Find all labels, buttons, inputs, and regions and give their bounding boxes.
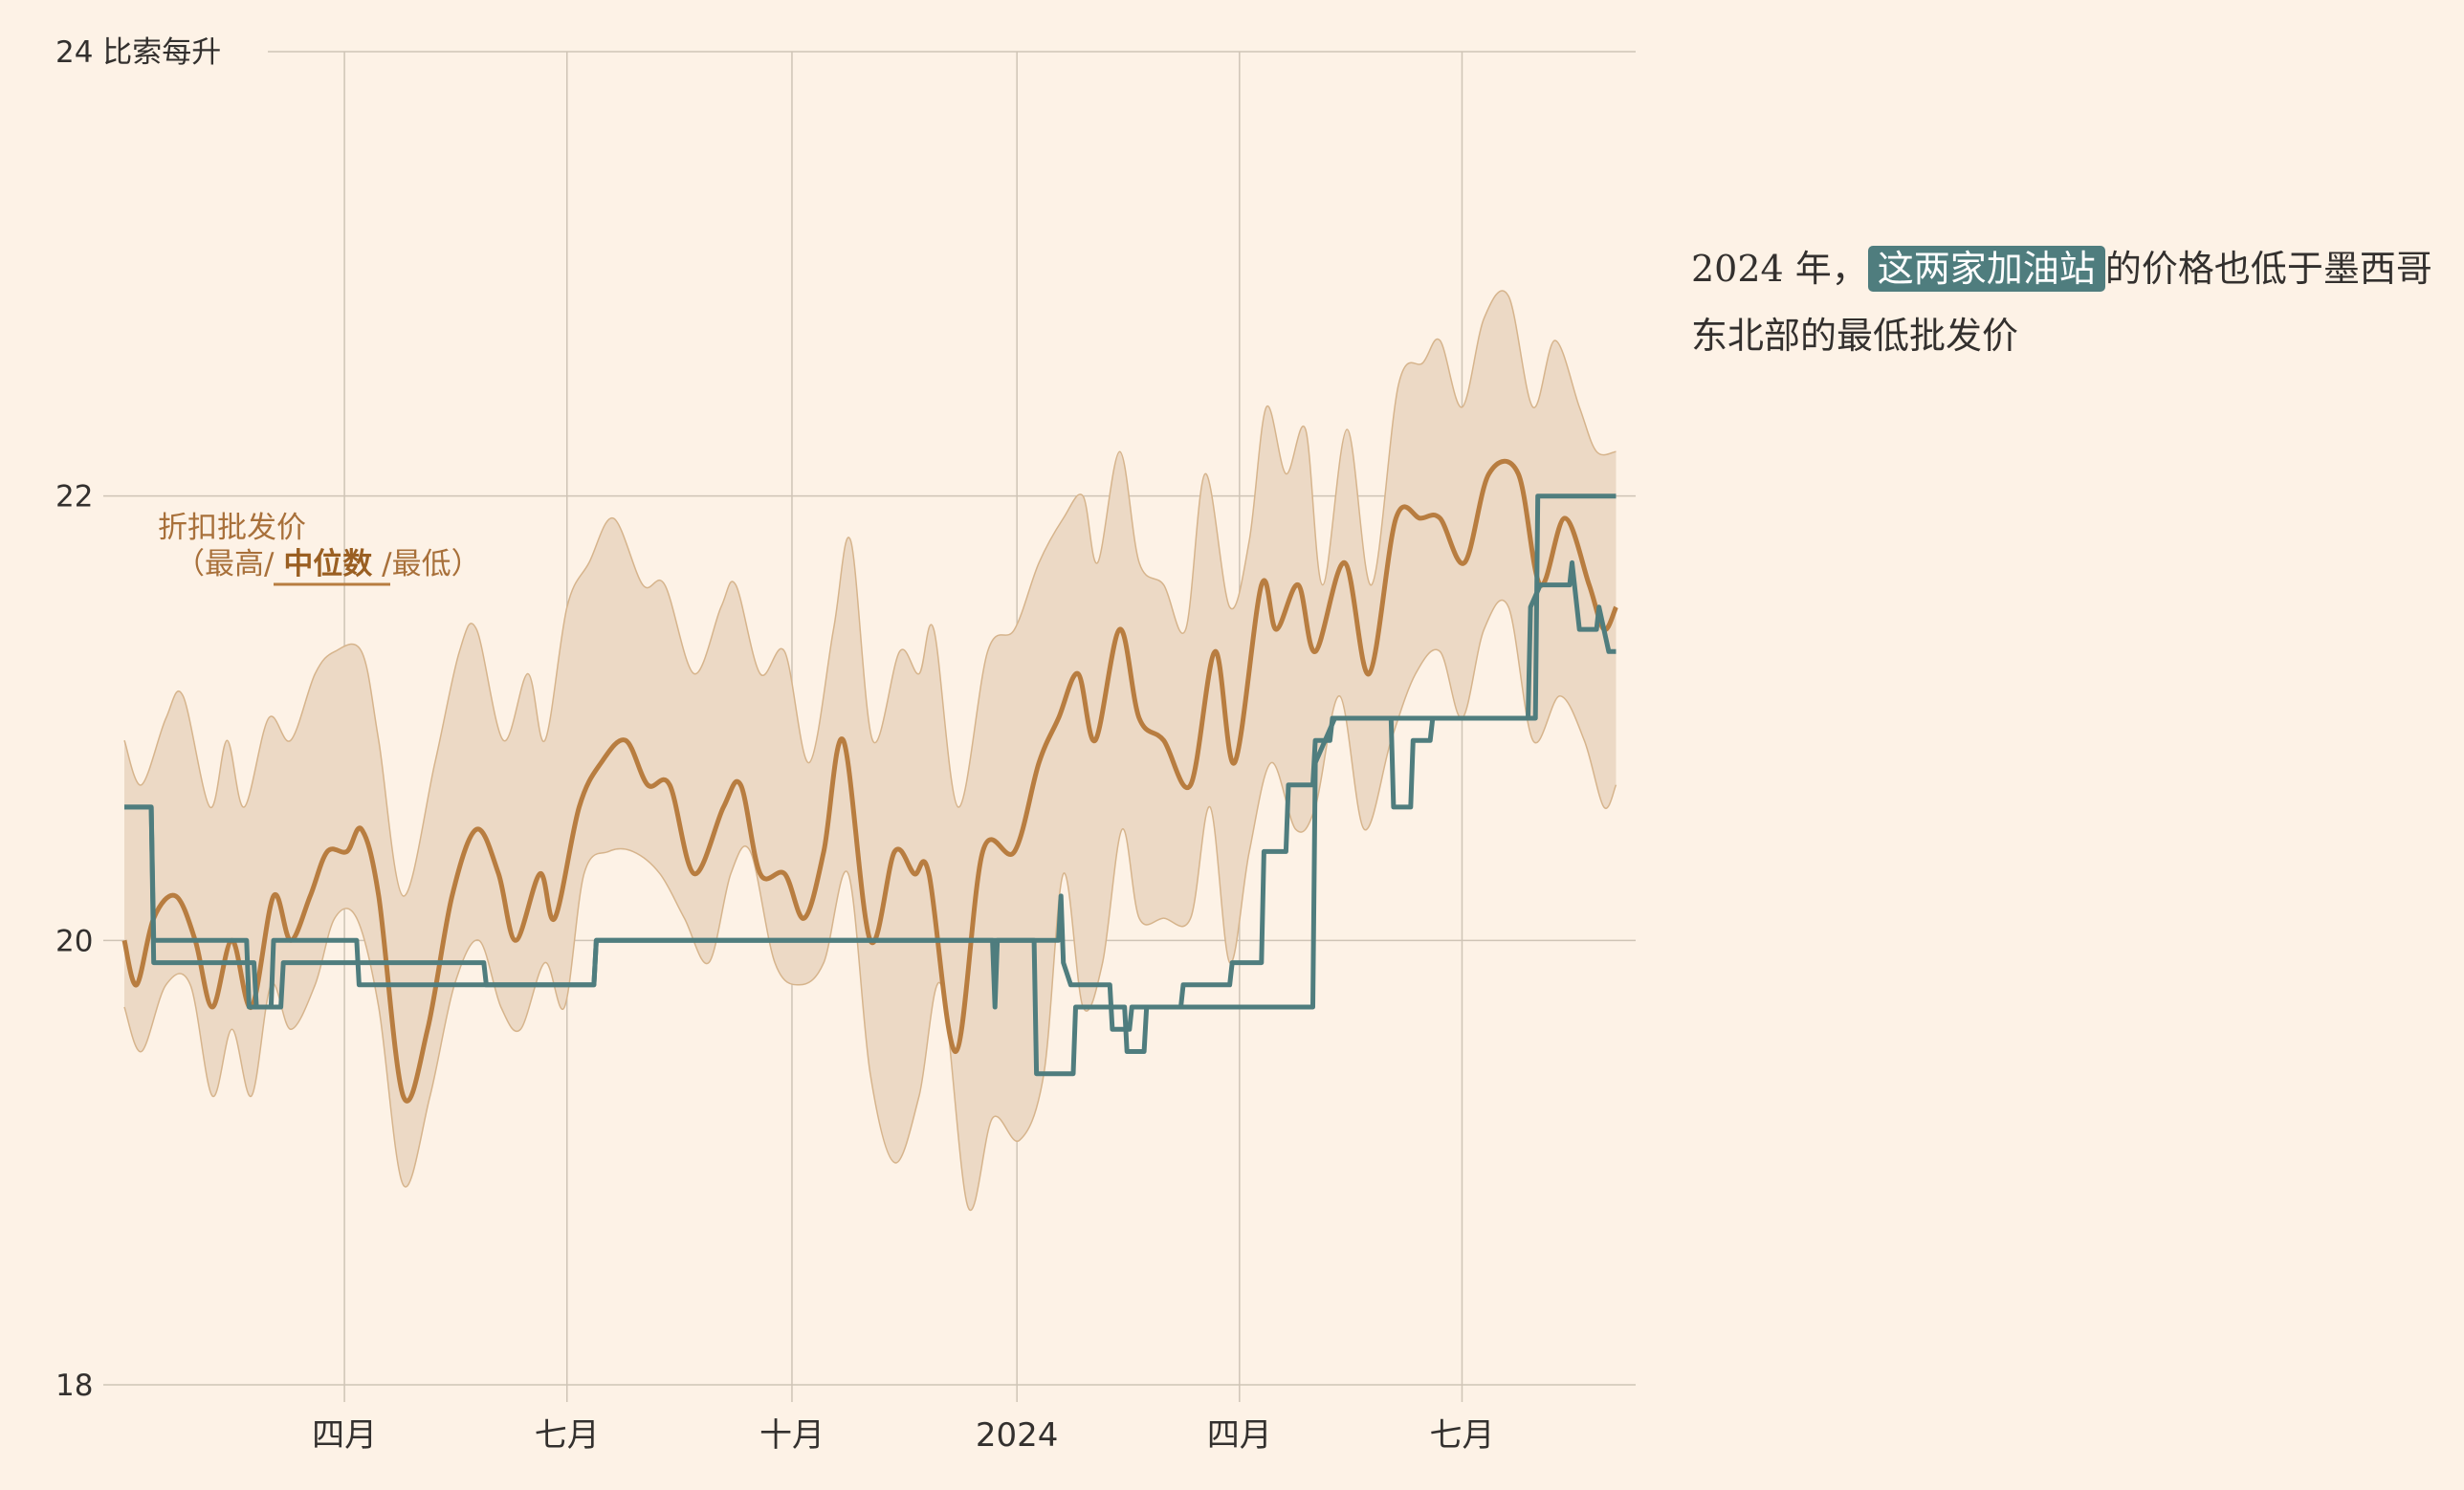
- y-tick-label: 20: [55, 924, 93, 958]
- legend-detail: （最高/ 中位数 /最低）: [175, 547, 481, 581]
- wholesale-min-line: [123, 599, 1617, 1212]
- legend-median-label: 中位数: [283, 547, 372, 581]
- wholesale-band-area: [124, 290, 1617, 1211]
- y-tick-label: 24 比索每升: [55, 35, 221, 70]
- x-tick-label: 十月: [759, 1416, 825, 1455]
- y-tick-label: 22: [55, 480, 93, 515]
- x-tick-label: 七月: [535, 1416, 600, 1455]
- chart-legend: 折扣批发价 （最高/ 中位数 /最低）: [158, 511, 481, 586]
- legend-title: 折扣批发价: [158, 511, 306, 545]
- series-lines: [121, 458, 1618, 1104]
- x-tick-label: 七月: [1429, 1416, 1494, 1455]
- wholesale-max-line: [123, 290, 1617, 897]
- x-tick-label: 四月: [312, 1416, 377, 1455]
- x-tick-label: 四月: [1207, 1416, 1272, 1455]
- axis-labels: 24 比索每升 22 20 18 四月 七月 十月 2024 四月 七月: [55, 35, 1494, 1455]
- wholesale-range-band: [123, 290, 1617, 1212]
- wholesale-median-line: [121, 458, 1618, 1104]
- station-b-line: [124, 493, 1617, 1032]
- chart-annotation: 2024 年， 这两家加油站 的价格也低于墨西哥东北部的最低批发价: [1691, 235, 2464, 369]
- annotation-lead: 2024 年，: [1691, 248, 1868, 290]
- legend-detail-before: （最高/: [175, 547, 283, 581]
- x-tick-label: 2024: [976, 1416, 1059, 1455]
- legend-detail-after: /最低）: [372, 547, 480, 581]
- y-tick-label: 18: [55, 1369, 93, 1403]
- stations-highlight: 这两家加油站: [1867, 246, 2105, 292]
- annotation-rest: 的价格也低于墨西哥东北部的最低批发价: [1691, 248, 2432, 357]
